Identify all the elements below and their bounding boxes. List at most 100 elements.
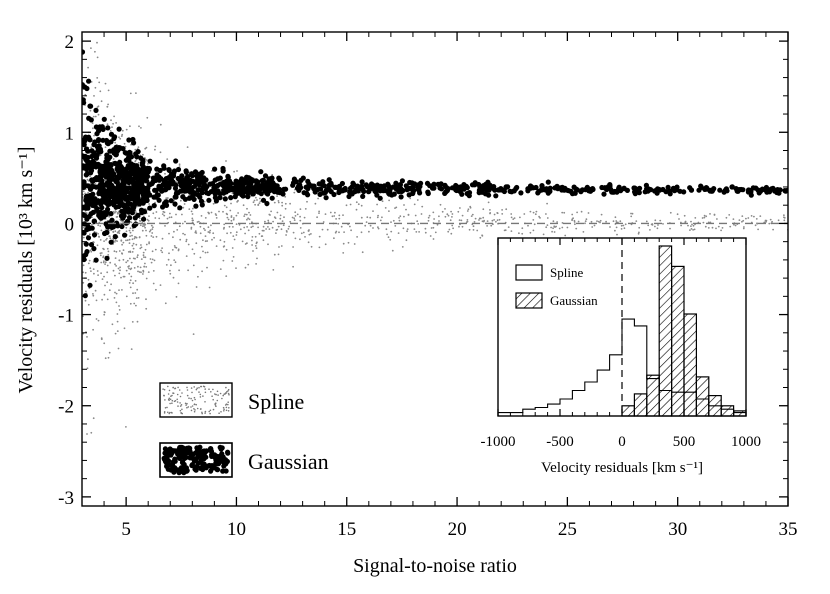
gaussian-point xyxy=(103,200,109,206)
spline-point xyxy=(759,215,762,218)
spline-point xyxy=(676,213,679,216)
spline-point xyxy=(89,182,92,185)
spline-point xyxy=(93,95,95,97)
spline-point xyxy=(87,66,89,69)
spline-point xyxy=(97,274,99,276)
spline-point xyxy=(478,217,481,220)
spline-point xyxy=(126,259,129,262)
gaussian-point xyxy=(236,179,242,186)
spline-point xyxy=(409,197,412,200)
spline-point xyxy=(90,250,93,253)
spline-point xyxy=(381,200,384,203)
gaussian-point xyxy=(239,192,245,198)
spline-point xyxy=(232,235,235,238)
x-tick-label: 30 xyxy=(668,519,687,540)
gaussian-point xyxy=(364,184,370,190)
legend-gaussian-dot xyxy=(190,451,196,457)
spline-point xyxy=(151,250,154,253)
gaussian-point xyxy=(159,188,165,194)
legend-spline-dot xyxy=(210,391,212,393)
legend-spline-dot xyxy=(193,396,196,399)
spline-point xyxy=(173,230,175,233)
spline-point xyxy=(138,236,141,238)
spline-point xyxy=(337,222,340,225)
spline-point xyxy=(459,207,461,209)
gaussian-points-layer xyxy=(82,49,788,299)
spline-point xyxy=(114,141,117,144)
spline-point xyxy=(106,247,109,250)
legend-gaussian-dot xyxy=(221,460,228,466)
gaussian-point xyxy=(539,183,545,189)
spline-point xyxy=(226,232,229,235)
spline-point xyxy=(145,277,148,280)
legend-spline-dot xyxy=(185,404,187,406)
gaussian-point xyxy=(98,209,104,215)
gaussian-point xyxy=(87,282,93,288)
spline-point xyxy=(143,225,146,227)
spline-point xyxy=(111,126,113,129)
spline-point xyxy=(105,239,107,241)
spline-point xyxy=(265,228,267,230)
spline-point xyxy=(529,231,532,234)
spline-point xyxy=(386,233,388,236)
spline-point xyxy=(552,227,554,230)
main-x-axis-title: Signal-to-noise ratio xyxy=(353,555,517,577)
spline-point xyxy=(620,224,623,227)
spline-point xyxy=(142,273,144,275)
spline-point xyxy=(678,218,680,220)
spline-point xyxy=(447,230,450,233)
legend-spline-dot xyxy=(218,412,220,415)
spline-point xyxy=(98,81,101,84)
spline-point xyxy=(277,253,280,256)
spline-point xyxy=(169,212,171,215)
legend-spline-dot xyxy=(190,409,193,412)
spline-point xyxy=(318,210,320,213)
legend-gaussian-dot xyxy=(218,446,224,452)
spline-point xyxy=(288,225,290,228)
gaussian-point xyxy=(116,126,122,132)
spline-point xyxy=(141,229,144,232)
spline-point xyxy=(116,240,118,243)
spline-point xyxy=(571,218,574,221)
spline-point xyxy=(495,220,497,223)
spline-point xyxy=(769,218,772,221)
spline-point xyxy=(128,265,131,267)
spline-point xyxy=(227,218,230,221)
spline-point xyxy=(128,282,131,284)
legend-gaussian-dot xyxy=(192,466,198,472)
gaussian-point xyxy=(85,154,91,161)
spline-point xyxy=(397,232,400,235)
spline-point xyxy=(154,148,156,151)
spline-point xyxy=(236,170,238,172)
spline-point xyxy=(152,270,155,272)
spline-point xyxy=(317,197,319,200)
spline-point xyxy=(120,276,122,279)
spline-point xyxy=(338,231,340,234)
gaussian-point xyxy=(393,180,399,186)
spline-point xyxy=(465,221,468,224)
gaussian-point xyxy=(566,188,572,194)
inset-histogram: -1000 -500 0 500 1000 Velocity residuals [km… xyxy=(481,237,761,476)
spline-point xyxy=(635,220,638,223)
spline-point xyxy=(580,210,583,213)
spline-point xyxy=(132,292,134,295)
spline-point xyxy=(92,268,95,270)
spline-point xyxy=(151,232,154,234)
spline-point xyxy=(120,135,123,138)
spline-point xyxy=(296,213,299,216)
gaussian-point xyxy=(207,181,213,187)
spline-point xyxy=(235,214,238,217)
spline-point xyxy=(132,247,135,250)
spline-point xyxy=(110,119,112,122)
gaussian-point xyxy=(248,187,254,193)
spline-point xyxy=(392,219,395,222)
legend-spline-dot xyxy=(188,397,190,400)
spline-point xyxy=(223,226,226,229)
spline-point xyxy=(292,265,294,268)
spline-point xyxy=(230,219,233,222)
spline-point xyxy=(99,154,102,157)
x-tick-label: 20 xyxy=(448,519,467,540)
gaussian-point xyxy=(197,194,203,200)
y-tick-label: 0 xyxy=(65,214,75,235)
spline-point xyxy=(338,214,341,217)
